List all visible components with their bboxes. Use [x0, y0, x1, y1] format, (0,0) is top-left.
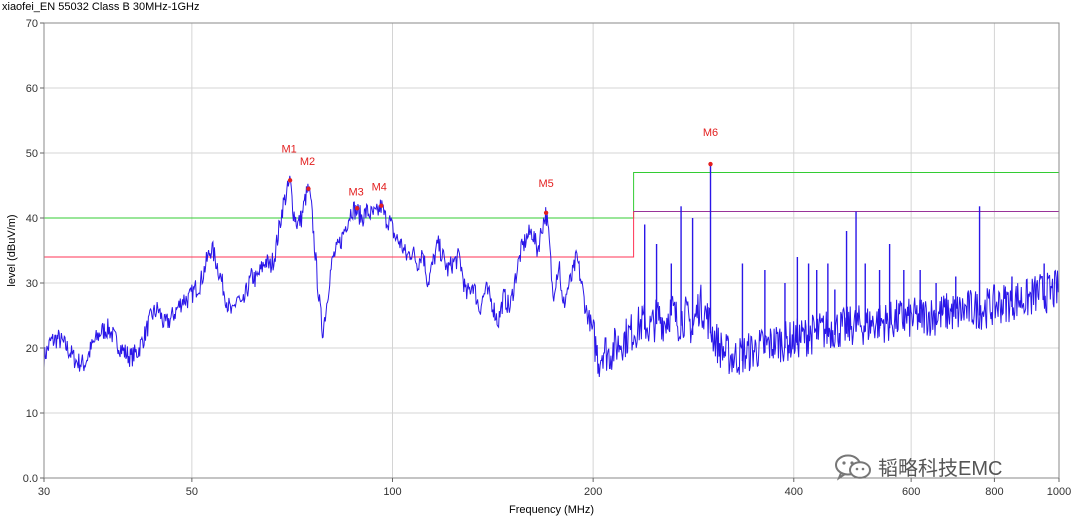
plot-frame	[43, 22, 1060, 479]
x-tick-label: 400	[785, 486, 803, 498]
y-tick-label: 0.0	[23, 473, 38, 485]
marker-label-m5: M5	[538, 178, 553, 190]
x-tick-label: 1000	[1047, 486, 1071, 498]
measurement-trace	[43, 164, 1060, 378]
watermark-text: 韬略科技EMC	[878, 458, 1003, 480]
y-tick-label: 30	[26, 278, 38, 290]
x-tick-label: 50	[186, 486, 198, 498]
limit-lines	[44, 172, 1059, 258]
y-tick-label: 20	[26, 343, 38, 355]
x-tick-label: 100	[383, 486, 401, 498]
x-tick-label: 30	[38, 486, 50, 498]
marker-point-m2	[306, 186, 311, 191]
marker-point-m6	[708, 161, 713, 167]
x-tick-label: 200	[584, 486, 602, 498]
trace-line	[43, 175, 1060, 378]
marker-point-m3	[354, 206, 360, 211]
marker-label-m1: M1	[281, 143, 296, 155]
marker-point-m1	[287, 178, 293, 183]
y-tick-label: 10	[26, 408, 38, 420]
x-axis-label: Frequency (MHz)	[509, 504, 594, 516]
marker-point-m4	[379, 203, 384, 208]
y-tick-label: 40	[26, 213, 38, 225]
watermark: 韬略科技EMC	[834, 452, 1002, 481]
wechat-icon	[835, 454, 871, 481]
y-tick-label: 70	[26, 18, 38, 30]
x-tick-labels: 30 50 100 200 400 600 800 1000	[38, 478, 1071, 498]
grid	[43, 22, 1060, 479]
marker-label-m3: M3	[348, 186, 363, 198]
y-tick-label: 60	[26, 83, 38, 95]
x-tick-label: 800	[985, 486, 1003, 498]
limit-line-1	[44, 172, 1059, 219]
y-axis-label: level (dBuV/m)	[6, 214, 18, 286]
marker-label-m4: M4	[372, 182, 387, 194]
y-tick-labels: 0.0 10 20 30 40 50 60 70	[23, 18, 44, 485]
x-tick-label: 600	[902, 486, 920, 498]
y-tick-label: 50	[26, 148, 38, 160]
marker-point-m5	[543, 210, 549, 215]
markers: M1 M2 M3 M4 M5 M6	[281, 127, 718, 215]
marker-label-m6: M6	[703, 127, 718, 139]
marker-label-m2: M2	[300, 156, 315, 168]
plot-border	[43, 22, 1060, 479]
chart-title: xiaofei_EN 55032 Class B 30MHz-1GHz	[2, 1, 200, 13]
